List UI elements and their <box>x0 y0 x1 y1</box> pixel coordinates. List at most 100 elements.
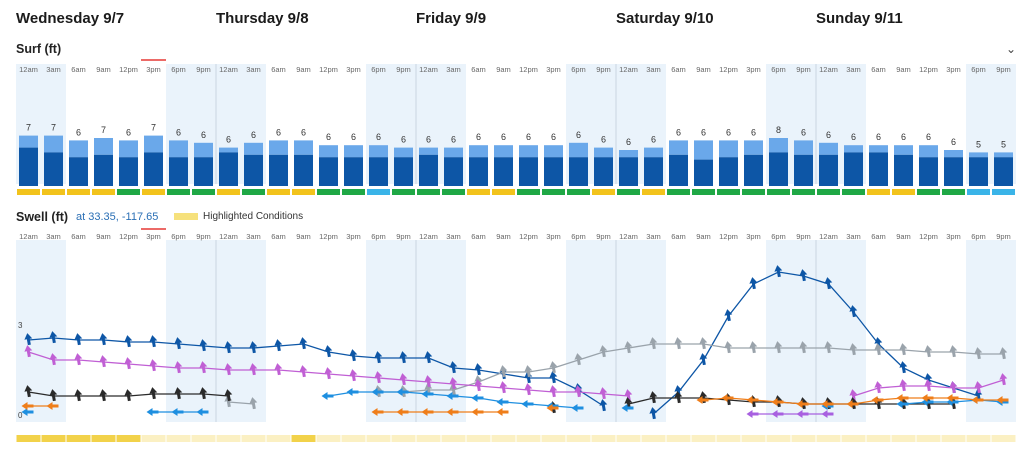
hour-label: 12am <box>419 65 438 74</box>
quality-bar <box>717 189 740 195</box>
quality-bar <box>592 189 615 195</box>
quality-bar <box>417 189 440 195</box>
hour-label: 6am <box>871 232 886 241</box>
surf-bar-solid <box>569 157 588 186</box>
hour-label: 12am <box>819 232 838 241</box>
swell-arrow <box>549 361 558 374</box>
highlight-strip <box>716 435 741 442</box>
hour-label: 6pm <box>971 65 986 74</box>
swell-arrow <box>946 394 959 402</box>
surf-bar-total <box>369 145 388 158</box>
surf-bar-label: 7 <box>101 125 106 135</box>
quality-bar <box>992 189 1015 195</box>
quality-bar <box>142 189 165 195</box>
hour-label: 6pm <box>171 65 186 74</box>
quality-bar <box>342 189 365 195</box>
surf-bar-label: 6 <box>926 132 931 142</box>
hour-label: 12pm <box>319 232 338 241</box>
swell-arrow <box>749 341 758 354</box>
swell-arrow <box>924 345 933 358</box>
swell-arrow <box>924 373 933 386</box>
surf-bar-solid <box>894 154 913 186</box>
surf-bar-solid <box>219 152 238 186</box>
swell-line <box>653 271 979 415</box>
swell-arrow <box>599 345 608 358</box>
surf-bar-solid <box>919 157 938 186</box>
swell-arrow <box>674 391 683 404</box>
surf-bar-total <box>844 145 863 153</box>
surf-bar-total <box>869 145 888 153</box>
hour-label: 9am <box>896 232 911 241</box>
highlight-strip <box>566 435 591 442</box>
surf-bar-total <box>544 145 563 158</box>
hour-label: 9am <box>296 232 311 241</box>
surf-bar-total <box>819 142 838 155</box>
surf-bar-label: 6 <box>551 132 556 142</box>
swell-arrow <box>821 410 834 418</box>
hour-label: 9am <box>96 65 111 74</box>
highlight-strip <box>416 435 441 442</box>
swell-arrow <box>599 399 608 412</box>
surf-bar-total <box>169 140 188 158</box>
surf-bar-solid <box>469 157 488 186</box>
highlight-strip <box>366 435 391 442</box>
surf-bar-solid <box>44 152 63 186</box>
hour-label: 12am <box>219 232 238 241</box>
highlight-strip <box>616 435 641 442</box>
quality-bar <box>942 189 965 195</box>
hour-label: 6pm <box>371 65 386 74</box>
swell-arrow <box>346 388 359 396</box>
surf-bar-label: 6 <box>576 130 581 140</box>
hour-label: 12am <box>19 65 38 74</box>
surf-bar-solid <box>444 157 463 186</box>
night-shade <box>766 240 816 422</box>
hour-label: 6pm <box>571 232 586 241</box>
surf-bar-solid <box>519 157 538 186</box>
swell-arrow <box>624 389 633 402</box>
surf-bar-label: 5 <box>976 139 981 149</box>
quality-bar <box>617 189 640 195</box>
swell-arrow <box>49 331 58 344</box>
chevron-down-icon[interactable]: ⌄ <box>1005 42 1016 56</box>
hour-label: 9pm <box>396 65 411 74</box>
swell-arrow <box>771 410 784 418</box>
quality-bar <box>92 189 115 195</box>
surf-bar-solid <box>319 157 338 186</box>
swell-arrow <box>774 265 783 278</box>
surf-bar-label: 6 <box>826 130 831 140</box>
swell-arrow <box>299 337 308 350</box>
surf-bar-solid <box>269 154 288 186</box>
highlight-strip <box>866 435 891 442</box>
quality-bar <box>267 189 290 195</box>
hour-label: 12pm <box>519 232 538 241</box>
surf-bar-label: 6 <box>76 127 81 137</box>
surf-bar-total <box>19 135 38 148</box>
surf-bar-total <box>444 147 463 158</box>
swell-arrow <box>149 387 158 400</box>
surf-bar-total <box>469 145 488 158</box>
surf-bar-solid <box>644 157 663 186</box>
swell-arrow <box>674 337 683 350</box>
swell-arrow <box>799 269 808 282</box>
hour-label: 6am <box>271 65 286 74</box>
swell-arrow <box>549 385 558 398</box>
swell-line <box>228 401 254 405</box>
quality-bar <box>892 189 915 195</box>
highlight-strip <box>966 435 991 442</box>
surf-bar-label: 6 <box>376 132 381 142</box>
hour-label: 3pm <box>346 65 361 74</box>
hour-label: 3pm <box>146 65 161 74</box>
swell-arrow <box>796 410 809 418</box>
hour-label: 3am <box>446 65 461 74</box>
hour-label: 3pm <box>546 232 561 241</box>
swell-arrow <box>499 381 508 394</box>
hour-label: 12am <box>19 232 38 241</box>
swell-arrow <box>771 398 784 406</box>
hour-label: 6am <box>471 232 486 241</box>
swell-arrow <box>446 408 459 416</box>
hour-label: 6am <box>671 232 686 241</box>
swell-arrow <box>424 351 433 364</box>
surf-bar-label: 6 <box>326 132 331 142</box>
swell-arrow <box>824 277 833 290</box>
swell-arrow <box>874 343 883 356</box>
